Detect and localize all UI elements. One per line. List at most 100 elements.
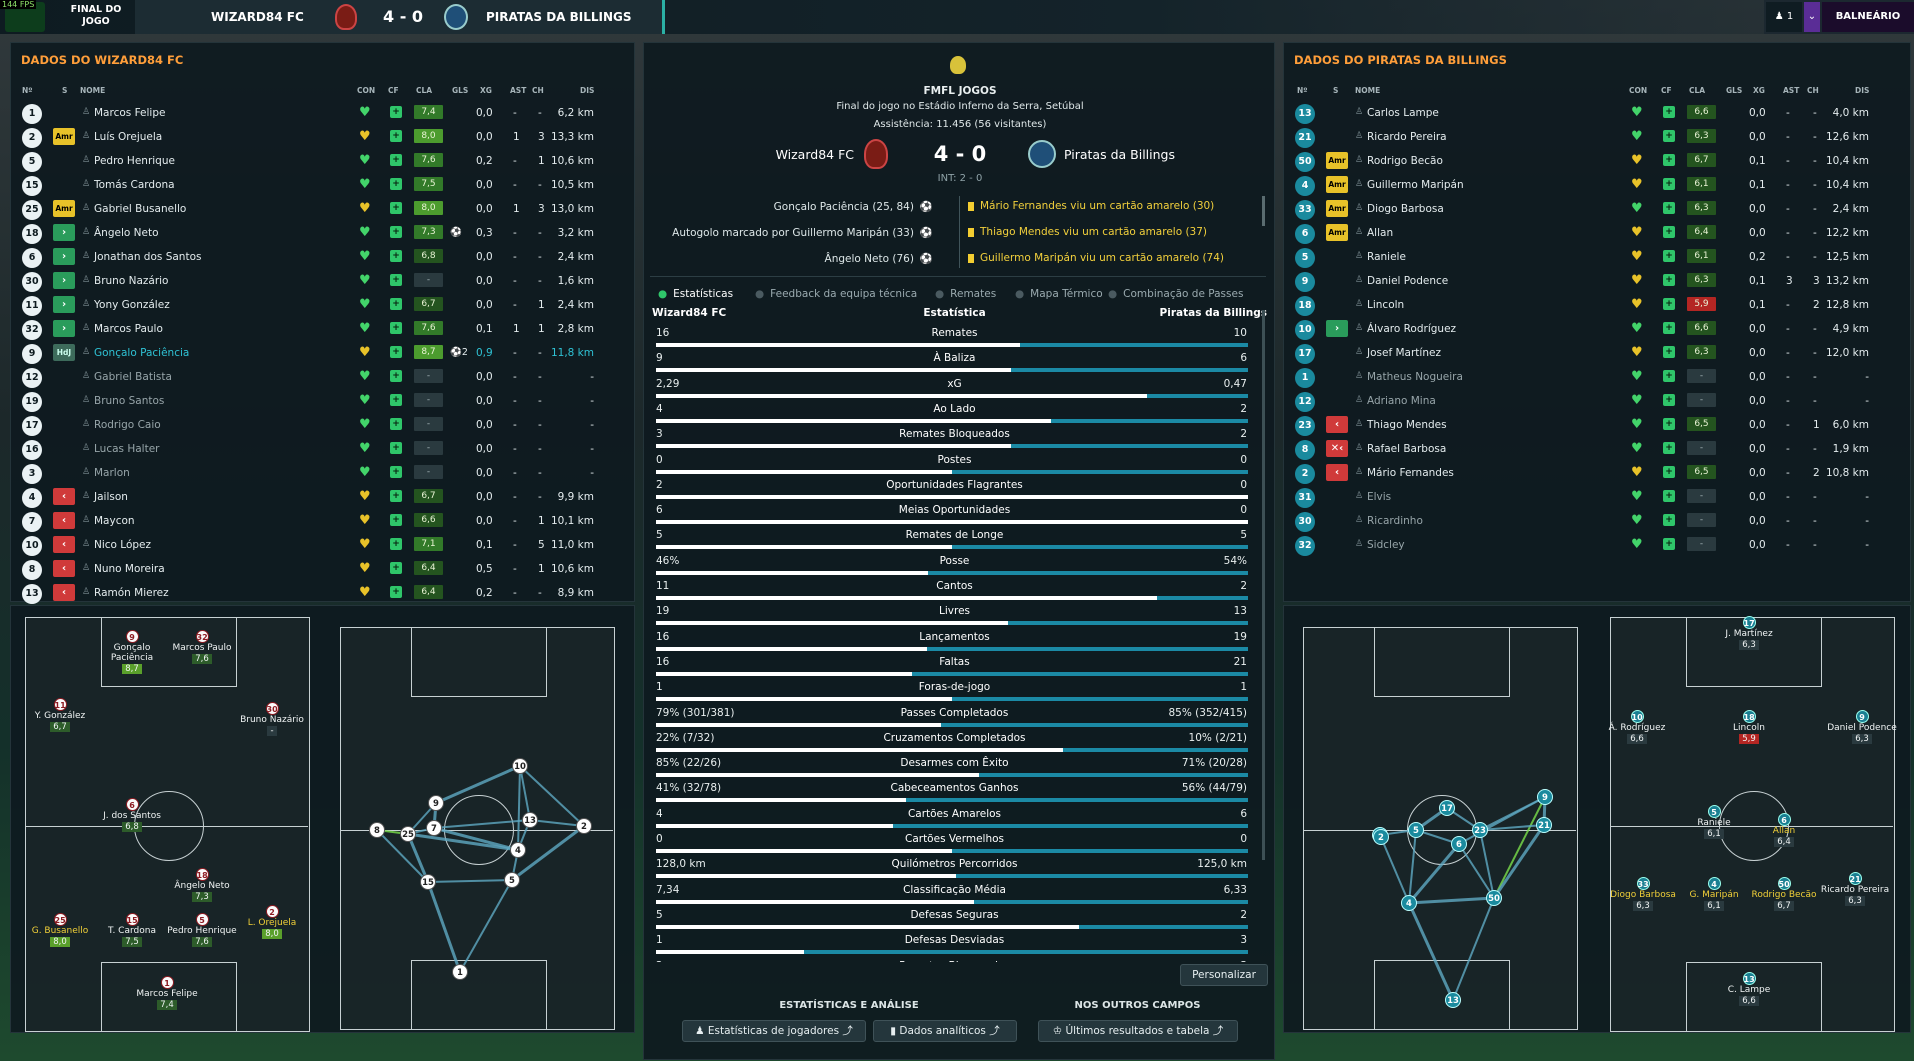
formation-player[interactable]: 5 Pedro Henrique 7,6 bbox=[162, 913, 242, 947]
player-name[interactable]: Sidcley bbox=[1367, 539, 1405, 551]
pass-node[interactable]: 13 bbox=[522, 812, 538, 828]
formation-player[interactable]: 25 G. Busanello 8,0 bbox=[20, 913, 100, 947]
goal-scorer[interactable]: Autogolo marcado por Guillermo Maripán (… bbox=[672, 227, 914, 239]
player-name[interactable]: Ângelo Neto bbox=[94, 227, 159, 239]
table-row[interactable]: 17 ♙ Rodrigo Caio ♥ + -0,0- - - bbox=[20, 415, 620, 439]
formation-player[interactable]: 30 Bruno Nazário - bbox=[232, 702, 312, 736]
column-header[interactable]: CH bbox=[532, 86, 544, 95]
pass-node[interactable]: 23 bbox=[1472, 822, 1488, 838]
pass-node[interactable]: 9 bbox=[428, 795, 444, 811]
player-name[interactable]: Nico López bbox=[94, 539, 152, 551]
table-row[interactable]: 10 ‹ ♙ Nico López ♥ +7,1 0,1 - 5 11,0 km bbox=[20, 535, 620, 559]
table-row[interactable]: 9 HdJ ♙ Gonçalo Paciência ♥ +8,7 ⚽2 0,9- -11,8 k… bbox=[20, 343, 620, 367]
pass-node[interactable]: 8 bbox=[369, 822, 385, 838]
player-name[interactable]: Nuno Moreira bbox=[94, 563, 165, 575]
table-row[interactable]: 12 ♙ Adriano Mina ♥ + -0,0- - - bbox=[1293, 391, 1893, 415]
table-row[interactable]: 2 ‹ ♙ Mário Fernandes ♥ +6,5 0,0 - 2 10,8 km bbox=[1293, 463, 1893, 487]
tab-combinação-de-passes[interactable]: ● Combinação de Passes bbox=[1108, 288, 1243, 300]
player-name[interactable]: Marlon bbox=[94, 467, 130, 479]
player-name[interactable]: Maycon bbox=[94, 515, 135, 527]
table-row[interactable]: 1 ♙ Matheus Nogueira ♥ + -0,0- - - bbox=[1293, 367, 1893, 391]
away-team-name[interactable]: PIRATAS DA BILLINGS bbox=[486, 10, 632, 24]
player-name[interactable]: Jonathan dos Santos bbox=[94, 251, 202, 263]
player-name[interactable]: Yony González bbox=[94, 299, 170, 311]
table-row[interactable]: 50 Amr ♙ Rodrigo Becão ♥ +6,7 0,1- -10,4 km bbox=[1293, 151, 1893, 175]
formation-player[interactable]: 18 Ângelo Neto 7,3 bbox=[162, 868, 242, 902]
table-row[interactable]: 7 ‹ ♙ Maycon ♥ +6,6 0,0 - 1 10,1 km bbox=[20, 511, 620, 535]
player-name[interactable]: Lucas Halter bbox=[94, 443, 160, 455]
tab-mapa-térmico[interactable]: ● Mapa Térmico bbox=[1015, 288, 1103, 300]
customize-button[interactable]: Personalizar bbox=[1180, 964, 1268, 986]
player-name[interactable]: Thiago Mendes bbox=[1367, 419, 1447, 431]
card-event-text[interactable]: Mário Fernandes viu um cartão amarelo (3… bbox=[980, 200, 1215, 212]
player-name[interactable]: Adriano Mina bbox=[1367, 395, 1436, 407]
column-header[interactable]: CH bbox=[1807, 86, 1819, 95]
formation-player[interactable]: 9 Daniel Podence 6,3 bbox=[1822, 710, 1902, 744]
table-row[interactable]: 6 › ♙ Jonathan dos Santos ♥ +6,8 0,0 - - 2,4 km bbox=[20, 247, 620, 271]
goal-scorer[interactable]: Gonçalo Paciência (25, 84) bbox=[773, 201, 914, 213]
column-header[interactable]: NOME bbox=[1355, 86, 1381, 95]
table-row[interactable]: 5 ♙ Pedro Henrique ♥ +7,6 0,2 - 1 10,6 km bbox=[20, 151, 620, 175]
player-name[interactable]: Marcos Felipe bbox=[94, 107, 166, 119]
column-header[interactable]: AST bbox=[510, 86, 527, 95]
player-stats-button[interactable]: ♟ Estatísticas de jogadores ⤴ bbox=[682, 1020, 866, 1042]
player-name[interactable]: Raniele bbox=[1367, 251, 1406, 263]
analytics-button[interactable]: ▮ Dados analíticos ⤴ bbox=[873, 1020, 1017, 1042]
center-home-team[interactable]: Wizard84 FC bbox=[775, 147, 854, 162]
pass-node[interactable]: 50 bbox=[1486, 890, 1502, 906]
pass-node[interactable]: 10 bbox=[512, 758, 528, 774]
pass-node[interactable]: 9 bbox=[1537, 789, 1553, 805]
pass-node[interactable]: 4 bbox=[510, 842, 526, 858]
center-away-team[interactable]: Piratas da Billings bbox=[1064, 147, 1175, 162]
card-event-text[interactable]: Guillermo Maripán viu um cartão amarelo … bbox=[980, 252, 1225, 264]
formation-player[interactable]: 32 Marcos Paulo 7,6 bbox=[162, 630, 242, 664]
formation-player[interactable]: 15 T. Cardona 7,5 bbox=[92, 913, 172, 947]
player-name[interactable]: Allan bbox=[1367, 227, 1394, 239]
player-name[interactable]: Jailson bbox=[94, 491, 128, 503]
tab-remates[interactable]: ● Remates bbox=[935, 288, 996, 300]
player-name[interactable]: Luís Orejuela bbox=[94, 131, 163, 143]
player-name[interactable]: Daniel Podence bbox=[1367, 275, 1449, 287]
pass-node[interactable]: 7 bbox=[426, 820, 442, 836]
table-row[interactable]: 32 › ♙ Marcos Paulo ♥ +7,6 0,1 1 1 2,8 km bbox=[20, 319, 620, 343]
player-name[interactable]: Pedro Henrique bbox=[94, 155, 175, 167]
table-row[interactable]: 1 ♙ Marcos Felipe ♥ +7,4 0,0 - - 6,2 km bbox=[20, 103, 620, 127]
column-header[interactable]: GLS bbox=[1726, 86, 1743, 95]
column-header[interactable]: CF bbox=[388, 86, 399, 95]
column-header[interactable]: DIS bbox=[580, 86, 595, 95]
player-name[interactable]: Ricardo Pereira bbox=[1367, 131, 1447, 143]
player-name[interactable]: Carlos Lampe bbox=[1367, 107, 1439, 119]
pass-node[interactable]: 6 bbox=[1451, 836, 1467, 852]
pass-node[interactable]: 5 bbox=[1408, 822, 1424, 838]
card-event-text[interactable]: Thiago Mendes viu um cartão amarelo (37) bbox=[980, 226, 1208, 238]
player-name[interactable]: Ramón Mierez bbox=[94, 587, 169, 599]
formation-player[interactable]: 2 L. Orejuela 8,0 bbox=[232, 905, 312, 939]
pass-node[interactable]: 15 bbox=[420, 874, 436, 890]
table-row[interactable]: 18 › ♙ Ângelo Neto ♥ +7,3 ⚽ 0,3 - - 3,2 km bbox=[20, 223, 620, 247]
pass-node[interactable]: 5 bbox=[504, 872, 520, 888]
player-name[interactable]: Gonçalo Paciência bbox=[94, 347, 190, 359]
formation-player[interactable]: 33 Diogo Barbosa 6,3 bbox=[1603, 877, 1683, 911]
formation-player[interactable]: 10 Á. Rodríguez 6,6 bbox=[1597, 710, 1677, 744]
formation-player[interactable]: 11 Y. González 6,7 bbox=[20, 698, 100, 732]
table-row[interactable]: 30 › ♙ Bruno Nazário ♥ + -0,0- -1,6 km bbox=[20, 271, 620, 295]
table-row[interactable]: 25 Amr ♙ Gabriel Busanello ♥ +8,0 0,0 1 3 13,0 km bbox=[20, 199, 620, 223]
formation-player[interactable]: 13 C. Lampe 6,6 bbox=[1709, 972, 1789, 1006]
column-header[interactable]: NOME bbox=[80, 86, 106, 95]
player-name[interactable]: Gabriel Batista bbox=[94, 371, 172, 383]
goal-scorer[interactable]: Ângelo Neto (76) bbox=[824, 253, 914, 265]
final-label[interactable]: Final do Jogo bbox=[70, 4, 122, 27]
table-row[interactable]: 30 ♙ Ricardinho ♥ + -0,0- - - bbox=[1293, 511, 1893, 535]
table-row[interactable]: 16 ♙ Lucas Halter ♥ + -0,0- - - bbox=[20, 439, 620, 463]
formation-player[interactable]: 17 J. Martínez 6,3 bbox=[1709, 616, 1789, 650]
table-row[interactable]: 5 ♙ Raniele ♥ +6,1 0,2- -12,5 km bbox=[1293, 247, 1893, 271]
table-row[interactable]: 6 Amr ♙ Allan ♥ +6,4 0,0- -12,2 km bbox=[1293, 223, 1893, 247]
table-row[interactable]: 10 › ♙ Álvaro Rodríguez ♥ +6,6 0,0 - - 4,9 km bbox=[1293, 319, 1893, 343]
table-row[interactable]: 21 ♙ Ricardo Pereira ♥ +6,3 0,0- -12,6 km bbox=[1293, 127, 1893, 151]
online-count[interactable]: ♟ 1 bbox=[1766, 2, 1802, 32]
pass-node[interactable]: 1 bbox=[452, 964, 468, 980]
home-team-name[interactable]: WIZARD84 FC bbox=[211, 10, 304, 24]
column-header[interactable]: Nº bbox=[22, 86, 33, 95]
chevron-down-icon[interactable]: ⌄ bbox=[1804, 2, 1820, 32]
table-row[interactable]: 32 ♙ Sidcley ♥ + -0,0- - - bbox=[1293, 535, 1893, 559]
